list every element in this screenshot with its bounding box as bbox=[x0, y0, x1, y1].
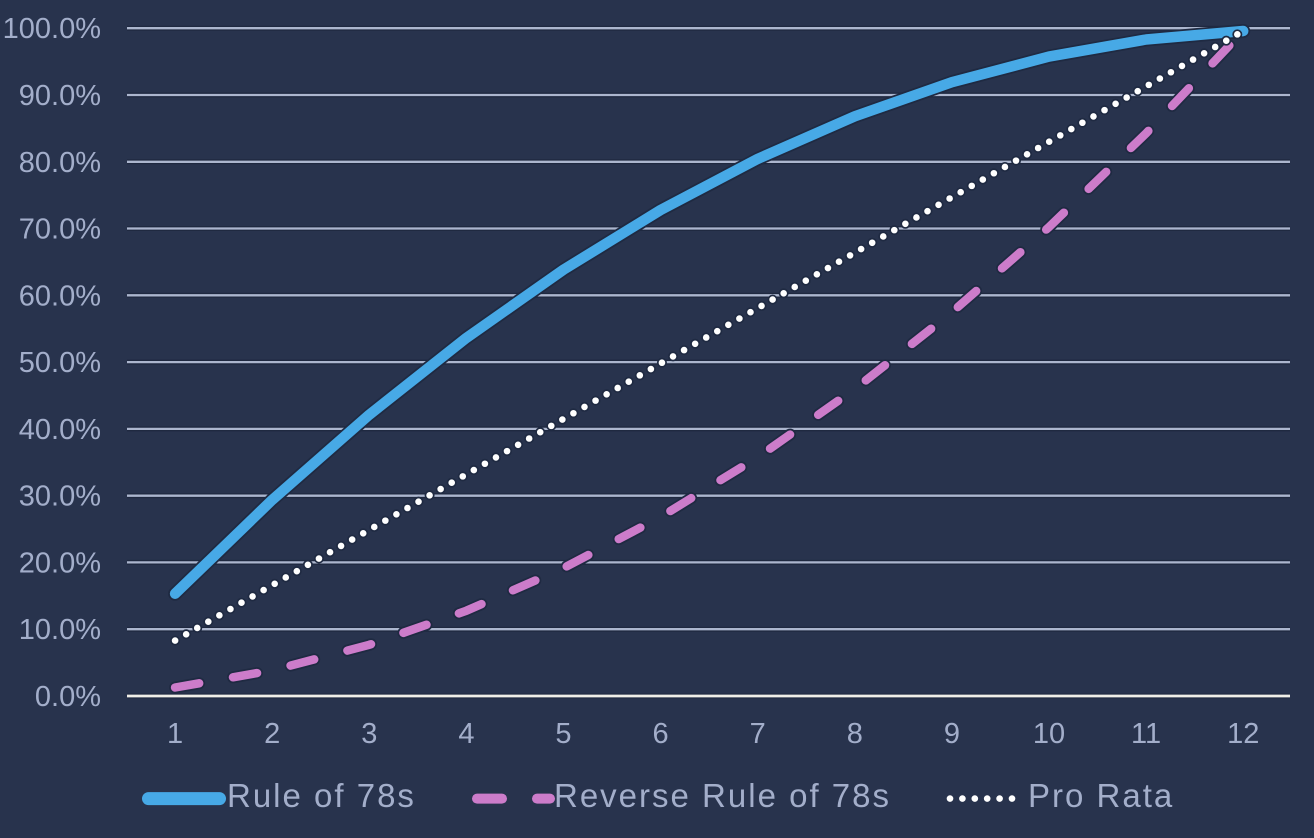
svg-text:20.0%: 20.0% bbox=[19, 547, 101, 579]
svg-text:8: 8 bbox=[847, 718, 863, 750]
svg-text:80.0%: 80.0% bbox=[19, 147, 101, 179]
svg-text:2: 2 bbox=[264, 718, 280, 750]
svg-text:5: 5 bbox=[555, 718, 571, 750]
svg-text:6: 6 bbox=[653, 718, 669, 750]
svg-text:11: 11 bbox=[1131, 718, 1161, 750]
svg-text:4: 4 bbox=[458, 718, 474, 750]
svg-text:9: 9 bbox=[944, 718, 960, 750]
svg-text:7: 7 bbox=[750, 718, 766, 750]
svg-text:Rule of 78s: Rule of 78s bbox=[227, 777, 416, 814]
svg-text:10: 10 bbox=[1033, 718, 1065, 750]
svg-text:3: 3 bbox=[361, 718, 377, 750]
svg-text:Pro Rata: Pro Rata bbox=[1028, 777, 1174, 814]
svg-text:60.0%: 60.0% bbox=[19, 280, 101, 312]
svg-text:10.0%: 10.0% bbox=[19, 614, 101, 646]
svg-text:Reverse Rule of 78s: Reverse Rule of 78s bbox=[554, 777, 891, 814]
svg-text:1: 1 bbox=[167, 718, 183, 750]
svg-text:90.0%: 90.0% bbox=[19, 80, 101, 112]
svg-text:0.0%: 0.0% bbox=[35, 681, 101, 713]
svg-text:40.0%: 40.0% bbox=[19, 414, 101, 446]
svg-text:50.0%: 50.0% bbox=[19, 347, 101, 379]
svg-text:70.0%: 70.0% bbox=[19, 214, 101, 246]
svg-text:100.0%: 100.0% bbox=[3, 13, 101, 45]
svg-text:12: 12 bbox=[1227, 718, 1259, 750]
svg-text:30.0%: 30.0% bbox=[19, 481, 101, 513]
